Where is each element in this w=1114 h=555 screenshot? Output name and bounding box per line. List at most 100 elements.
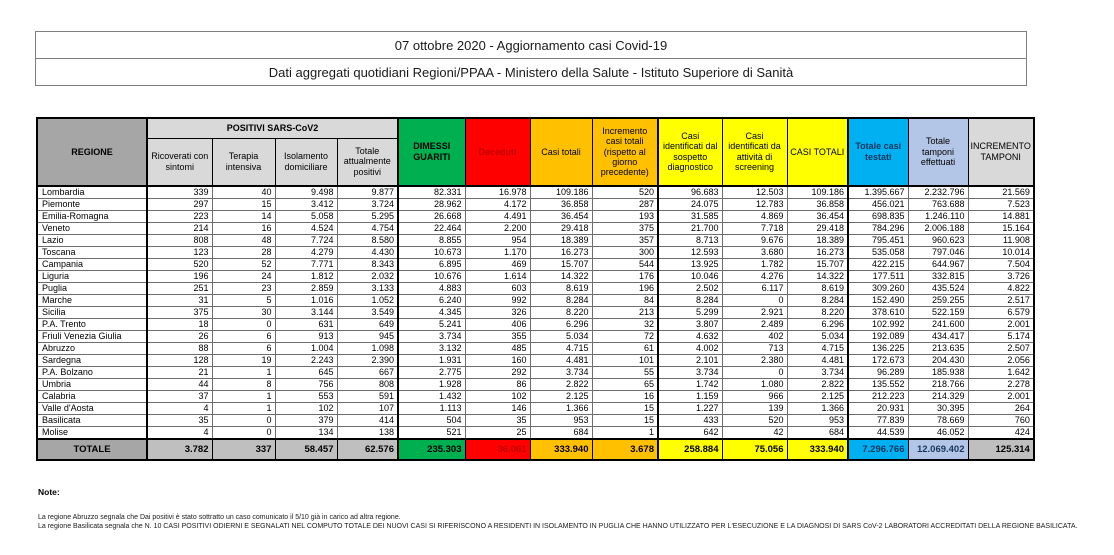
region-name-cell: Emilia-Romagna — [36, 209, 148, 223]
value-cell: 2.232.796 — [907, 184, 969, 199]
value-cell: 18 — [146, 317, 213, 331]
value-cell: 1.928 — [397, 377, 466, 391]
value-cell: 698.835 — [847, 209, 909, 223]
value-cell: 84 — [591, 293, 659, 307]
value-cell: 0 — [211, 317, 276, 331]
value-cell: 1.395.667 — [847, 184, 909, 199]
value-cell: 214 — [146, 221, 213, 235]
header-deceduti: Deceduti — [464, 117, 531, 186]
value-cell: 2.278 — [967, 377, 1035, 391]
total-value-cell: 58.457 — [274, 437, 338, 460]
value-cell: 1 — [591, 425, 659, 439]
value-cell: 6.296 — [529, 317, 593, 331]
header-ricoverati-sintomi: Ricoverati con sintomi — [146, 137, 213, 187]
region-row: Abruzzo 88 6 1.004 1.098 3.132 485 4.715 61 4.002… — [36, 341, 1035, 355]
value-cell: 3.726 — [967, 269, 1035, 283]
value-cell: 309.260 — [847, 281, 909, 295]
value-cell: 35 — [146, 413, 213, 427]
value-cell: 8 — [211, 377, 276, 391]
value-cell: 966 — [721, 389, 788, 403]
region-row: Valle d'Aosta 4 1 102 107 1.113 146 1.366 15 1.22… — [36, 401, 1035, 415]
value-cell: 61 — [591, 341, 659, 355]
value-cell: 19 — [211, 353, 276, 367]
value-cell: 960.623 — [907, 233, 969, 247]
value-cell: 241.600 — [907, 317, 969, 331]
header-incremento-casi: Incremento casi totali (rispetto al gior… — [591, 117, 659, 186]
header-casi-testati: Totale casi testati — [847, 117, 909, 186]
header-casi-totali: Casi totali — [529, 117, 593, 186]
header-regione: REGIONE — [36, 117, 148, 186]
value-cell: 355 — [464, 329, 531, 343]
value-cell: 8.220 — [786, 305, 849, 319]
value-cell: 16 — [591, 389, 659, 403]
value-cell: 176 — [591, 269, 659, 283]
region-row: Emilia-Romagna 223 14 5.058 5.295 26.668 4.491… — [36, 209, 1035, 223]
value-cell: 24 — [211, 269, 276, 283]
value-cell: 2.200 — [464, 221, 531, 235]
covid-data-table: REGIONE POSITIVI SARS-CoV2 DIMESSI GUARI… — [36, 117, 1035, 461]
header-dimessi-guariti: DIMESSI GUARITI — [397, 117, 466, 186]
value-cell: 8.284 — [786, 293, 849, 307]
value-cell: 7.771 — [274, 257, 338, 271]
value-cell: 44 — [146, 377, 213, 391]
value-cell: 520 — [721, 413, 788, 427]
total-value-cell: 333.940 — [786, 437, 849, 460]
value-cell: 15.707 — [786, 257, 849, 271]
value-cell: 1.004 — [274, 341, 338, 355]
value-cell: 544 — [591, 257, 659, 271]
value-cell: 1.642 — [967, 365, 1035, 379]
value-cell: 82.331 — [397, 184, 466, 199]
note-basilicata: La regione Basilicata segnala che N. 10 … — [38, 522, 1078, 530]
value-cell: 9.676 — [721, 233, 788, 247]
region-row: Veneto 214 16 4.524 4.754 22.464 2.200 29.418 37… — [36, 221, 1035, 235]
value-cell: 2.380 — [721, 353, 788, 367]
value-cell: 684 — [529, 425, 593, 439]
value-cell: 2.502 — [657, 281, 723, 295]
value-cell: 196 — [591, 281, 659, 295]
value-cell: 2.859 — [274, 281, 338, 295]
title-date-line: 07 ottobre 2020 - Aggiornamento casi Cov… — [394, 37, 668, 53]
value-cell: 954 — [464, 233, 531, 247]
value-cell: 520 — [146, 257, 213, 271]
value-cell: 16.978 — [464, 184, 531, 199]
value-cell: 21.700 — [657, 221, 723, 235]
value-cell: 31.585 — [657, 209, 723, 223]
value-cell: 213 — [591, 305, 659, 319]
value-cell: 4.524 — [274, 221, 338, 235]
value-cell: 642 — [657, 425, 723, 439]
value-cell: 218.766 — [907, 377, 969, 391]
value-cell: 2.001 — [967, 389, 1035, 403]
value-cell: 3.734 — [397, 329, 466, 343]
value-cell: 35 — [464, 413, 531, 427]
region-name-cell: Sicilia — [36, 305, 148, 319]
region-name-cell: Liguria — [36, 269, 148, 283]
value-cell: 96.289 — [847, 365, 909, 379]
value-cell: 1.931 — [397, 353, 466, 367]
header-attualmente-positivi: Totale attualmente positivi — [336, 137, 399, 187]
region-name-cell: Lazio — [36, 233, 148, 247]
value-cell: 3.807 — [657, 317, 723, 331]
region-row: Marche 31 5 1.016 1.052 6.240 992 8.284 84 8.284 0… — [36, 293, 1035, 307]
value-cell: 6.895 — [397, 257, 466, 271]
value-cell: 2.390 — [336, 353, 399, 367]
header-attivita-screening: Casi identificati da attività di screeni… — [721, 117, 788, 186]
value-cell: 42 — [721, 425, 788, 439]
value-cell: 65 — [591, 377, 659, 391]
value-cell: 3.724 — [336, 197, 399, 211]
value-cell: 631 — [274, 317, 338, 331]
value-cell: 6.240 — [397, 293, 466, 307]
value-cell: 326 — [464, 305, 531, 319]
region-row: Umbria 44 8 756 808 1.928 86 2.822 65 1.742 1.080 2… — [36, 377, 1035, 391]
region-name-cell: P.A. Bolzano — [36, 365, 148, 379]
region-name-cell: Basilicata — [36, 413, 148, 427]
value-cell: 1.782 — [721, 257, 788, 271]
value-cell: 32 — [591, 317, 659, 331]
value-cell: 4.632 — [657, 329, 723, 343]
value-cell: 763.688 — [907, 197, 969, 211]
value-cell: 5.034 — [529, 329, 593, 343]
value-cell: 521 — [397, 425, 466, 439]
total-value-cell: 36.061 — [464, 437, 531, 460]
value-cell: 300 — [591, 245, 659, 259]
value-cell: 0 — [721, 293, 788, 307]
value-cell: 287 — [591, 197, 659, 211]
